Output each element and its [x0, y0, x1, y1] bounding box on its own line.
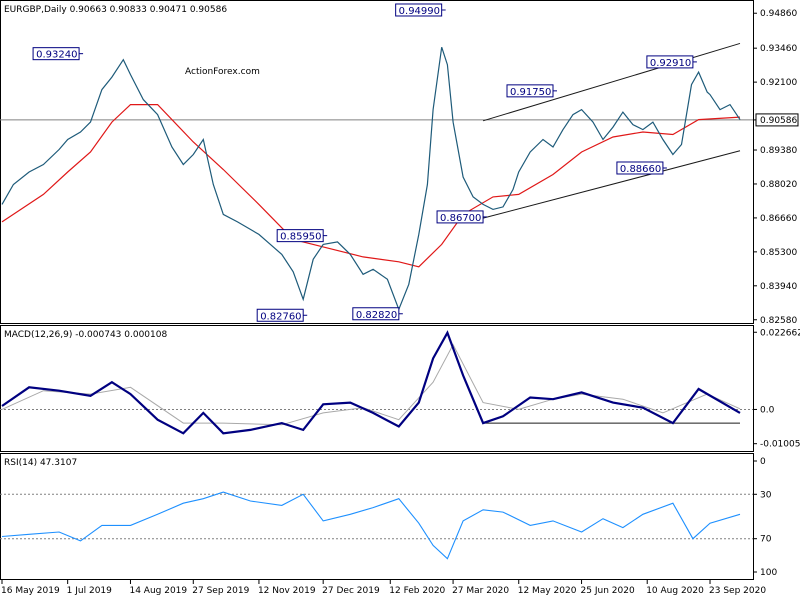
- price-annotation: 0.86700: [436, 210, 488, 224]
- price-tick-label: 0.82580: [760, 316, 797, 326]
- annotation-label: 0.88660: [620, 164, 661, 175]
- date-tick-label: 25 Jun 2020: [581, 586, 635, 596]
- price-annotation: 0.88660: [616, 161, 667, 175]
- channel-lower-line: [482, 150, 741, 219]
- price-tick-label: 0.83940: [760, 282, 797, 292]
- rsi-pane-border: [0, 453, 754, 580]
- rsi-tick-label: 30: [760, 490, 772, 500]
- price-tick-label: 0.88020: [760, 180, 797, 190]
- date-tick-label: 12 Nov 2019: [258, 586, 316, 596]
- last-price-box: [755, 113, 799, 127]
- annotation-label: 0.82820: [356, 310, 397, 321]
- price-tick-label: 0.89380: [760, 146, 797, 156]
- rsi-layer: [0, 491, 753, 560]
- rsi-line: [1, 491, 741, 560]
- price-header: EURGBP,Daily 0.90663 0.90833 0.90471 0.9…: [4, 5, 227, 15]
- price-annotation: 0.85950: [276, 229, 328, 243]
- price-tick-label: 0.90586: [760, 116, 797, 126]
- date-tick-label: 14 Aug 2019: [129, 586, 187, 596]
- date-tick-label: 12 Feb 2020: [389, 586, 445, 596]
- rsi-label: RSI(14) 47.3107: [4, 458, 77, 468]
- macd-layer: [0, 330, 753, 435]
- price-tick-label: 0.85300: [760, 248, 797, 258]
- price-tick-label: 0.93460: [760, 44, 797, 54]
- price-annotation: 0.94990: [395, 3, 446, 17]
- price-layer: 0.93240 0.94990 0.91750 0.92910 0.85950 0.867…: [0, 3, 753, 322]
- date-tick-label: 16 May 2019: [1, 586, 60, 596]
- price-pane-border: [0, 0, 754, 324]
- annotation-label: 0.92910: [650, 58, 691, 69]
- rsi-tick-label: 0: [760, 457, 766, 467]
- price-annotation: 0.82820: [352, 307, 403, 321]
- rsi-tick-label: 70: [760, 535, 772, 545]
- macd-line: [1, 330, 741, 435]
- macd-tick-label: 0.022662: [760, 328, 800, 338]
- channel-upper-line: [482, 42, 741, 122]
- annotation-label: 0.86700: [440, 213, 481, 224]
- price-series-line: [1, 47, 741, 311]
- price-annotation: 0.93240: [32, 47, 84, 61]
- watermark: ActionForex.com: [185, 67, 260, 77]
- price-tick-label: 0.94860: [760, 9, 797, 19]
- annotation-label: 0.91750: [510, 87, 551, 98]
- date-tick-label: 27 Dec 2019: [322, 586, 380, 596]
- annotation-label: 0.82760: [260, 311, 301, 322]
- macd-pane-border: [0, 325, 754, 452]
- annotation-label: 0.85950: [280, 232, 321, 243]
- price-tick-label: 0.92100: [760, 78, 797, 88]
- rsi-tick-label: 100: [760, 568, 777, 578]
- axis-layer: 0.94860 0.93460 0.92100 0.90586 0.89380 0.880…: [1, 9, 800, 596]
- annotation-label: 0.93240: [36, 50, 77, 61]
- annotation-label: 0.94990: [399, 6, 440, 17]
- macd-tick-label: -0.010052: [760, 440, 800, 450]
- macd-label: MACD(12,26,9) -0.000743 0.000108: [4, 330, 167, 340]
- date-tick-label: 27 Sep 2019: [192, 586, 249, 596]
- price-tick-label: 0.86660: [760, 214, 797, 224]
- date-tick-label: 1 Jul 2019: [67, 586, 112, 596]
- price-annotation: 0.91750: [506, 84, 558, 98]
- date-tick-label: 12 May 2020: [518, 586, 577, 596]
- date-tick-label: 27 Mar 2020: [452, 586, 509, 596]
- price-annotation: 0.92910: [646, 55, 697, 69]
- macd-tick-label: 0.0: [760, 405, 775, 415]
- date-tick-label: 10 Aug 2020: [646, 586, 704, 596]
- date-tick-label: 23 Sep 2020: [709, 586, 766, 596]
- moving-average-line: [1, 103, 741, 268]
- price-annotation: 0.82760: [256, 308, 308, 322]
- macd-signal-line: [1, 343, 741, 426]
